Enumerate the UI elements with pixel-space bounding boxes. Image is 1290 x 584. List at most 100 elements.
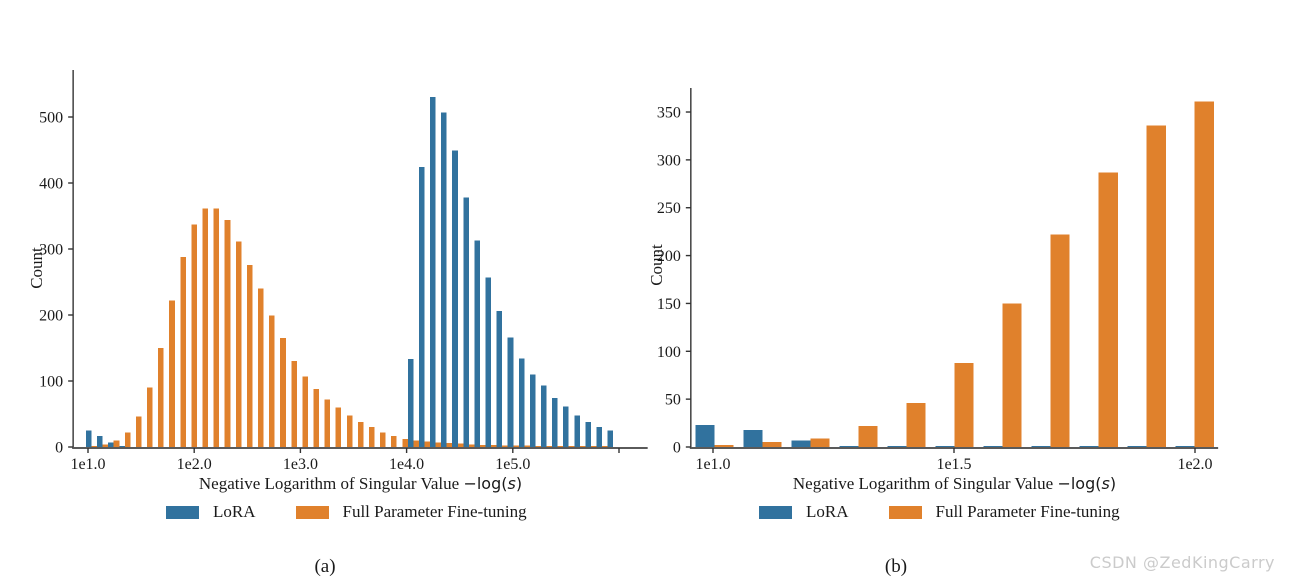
y-tick-label: 200 [657,248,681,265]
full-ft-bar [291,361,297,447]
lora-bar [407,359,414,447]
full-ft-bar [590,446,597,447]
lora-bar [563,406,569,447]
full-ft-bar [380,432,386,447]
full-ft-bar [1002,303,1022,447]
full-ft-bar [357,421,364,447]
full-ft-bar [1146,125,1166,447]
full-ft-bar [468,444,475,447]
full-ft-bar [568,446,575,447]
x-axis-label-b-text: Negative Logarithm of Singular Value [792,474,1054,493]
full-ft-bar [954,362,974,447]
lora-bar [441,112,447,447]
lora-bar [541,385,547,447]
y-axis-label-a: Count [27,247,46,289]
full-ft-bar [1050,234,1070,447]
full-ft-bar [324,399,331,447]
y-tick-label: 350 [657,105,681,122]
full-ft-bar [191,224,197,447]
lora-bar [1079,446,1099,447]
full-ft-bar [557,446,564,447]
lora-bar [452,150,458,447]
full-ft-bar [213,208,220,447]
legend-a-full-swatch [295,505,329,519]
x-tick-label: 1e4.0 [389,456,424,473]
full-ft-bar [714,445,734,447]
legend-b-lora-swatch [759,505,792,519]
lora-bar [474,240,480,447]
x-tick-label: 1e3.0 [283,456,318,473]
full-ft-bar [113,440,120,447]
x-tick-label: 1e2.0 [177,456,212,473]
full-ft-bar [224,219,231,447]
full-ft-bar [546,446,553,447]
caption-a: (a) [314,556,336,577]
lora-bar [695,424,715,447]
full-ft-bar [346,415,353,447]
legend-a-lora-label: LoRA [213,502,256,521]
y-tick-label: 0 [55,440,63,457]
full-ft-bar [391,435,397,447]
lora-bar [418,167,425,447]
y-tick-label: 50 [665,392,681,409]
histogram-a: 0 100 200 300 400 500 1e1.0 1e2.0 1e3.0 1e4.0 1e5.… [39,70,648,473]
y-tick-label: 400 [39,176,63,193]
full-ft-bar [513,445,519,447]
lora-bar [1031,446,1051,447]
lora-bar [983,446,1003,447]
full-ft-bar [368,427,375,447]
y-axis-label-b: Count [647,244,666,286]
full-ft-bar [269,315,275,447]
legend-a-full-label: Full Parameter Fine-tuning [342,502,527,521]
y-tick-label: 150 [657,296,681,313]
full-ft-bar [280,338,286,447]
full-ft-bar [906,402,926,447]
full-ft-bar [313,388,320,447]
legend-b: LoRA Full Parameter Fine-tuning [759,502,1120,522]
lora-bar [743,429,763,447]
lora-bar [574,415,580,447]
lora-bar [85,430,92,447]
lora-bar [887,446,907,447]
full-ft-bar [579,446,586,447]
full-ft-bar [524,445,530,447]
y-tick-label: 0 [673,440,681,457]
y-tick-label: 100 [657,344,681,361]
full-ft-bar [91,446,98,447]
legend-b-lora-label: LoRA [806,502,849,521]
lora-bar [585,421,591,447]
lora-bar [119,446,125,447]
full-ft-bar [235,241,242,447]
full-ft-bar [435,442,442,447]
x-axis-label-b: Negative Logarithm of Singular Value −lo… [691,474,1218,494]
x-tick-label: 1e2.0 [1177,456,1212,473]
full-ft-bar [446,443,453,447]
lora-bar [1175,446,1195,447]
lora-bar [529,374,536,447]
full-ft-bar [457,443,464,447]
lora-bar [935,446,955,447]
full-ft-bar [479,445,486,447]
y-tick-label: 200 [39,308,63,325]
y-tick-label: 500 [39,110,63,127]
lora-bar [607,430,614,447]
x-axis-label-a-text: Negative Logarithm of Singular Value [198,474,460,493]
full-ft-bar [402,439,408,447]
x-axis-label-b-math: −log(s) [1057,474,1117,493]
lora-bar [839,446,859,447]
legend-a: LoRA Full Parameter Fine-tuning [166,502,527,522]
lora-bar [552,398,558,447]
full-ft-bar [810,438,830,447]
lora-bar [596,427,603,447]
full-ft-bar [762,442,782,447]
full-ft-bar [1194,101,1214,448]
full-ft-bar [102,444,109,447]
full-ft-bar [180,256,186,447]
x-tick-label: 1e1.0 [70,456,105,473]
x-tick-label: 1e1.5 [936,456,971,473]
full-ft-bar [169,300,175,447]
watermark: CSDN @ZedKingCarry [1089,553,1275,572]
y-tick-label: 300 [39,242,63,259]
full-ft-bar [246,264,253,447]
